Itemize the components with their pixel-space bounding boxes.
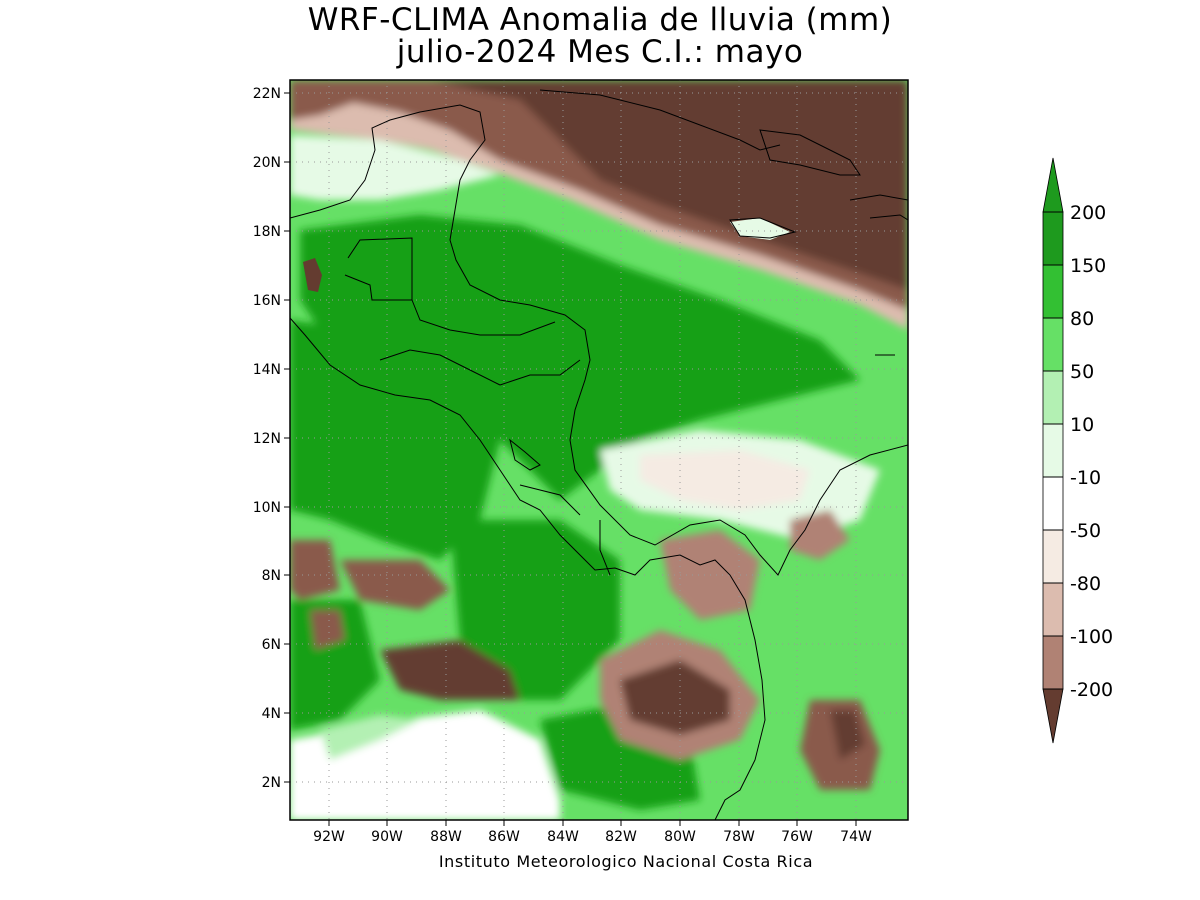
colorbar-label-150: 150: [1070, 255, 1106, 277]
colorbar-swatch-neg80-neg100: [1043, 636, 1063, 689]
lon-label-86w: 86W: [488, 829, 520, 845]
colorbar-bottom-arrow: [1042, 688, 1064, 744]
map-title-line-2: julio-2024 Mes C.I.: mayo: [396, 34, 804, 70]
lat-label-22n: 22N: [253, 86, 281, 102]
lat-label-14n: 14N: [253, 362, 281, 378]
lat-label-16n: 16N: [253, 293, 281, 309]
lat-label-8n: 8N: [262, 568, 281, 584]
lat-label-4n: 4N: [262, 706, 281, 722]
lon-label-82w: 82W: [605, 829, 637, 845]
colorbar-legend: 200 150 80 50 10 -10 -50 -80 -100 -200: [1042, 157, 1113, 744]
colorbar-swatch-neg50-neg80: [1043, 583, 1063, 636]
lon-label-74w: 74W: [840, 829, 872, 845]
axis-ticks: [284, 92, 857, 826]
colorbar-top-arrow: [1042, 157, 1064, 213]
colorbar-label-200: 200: [1070, 202, 1106, 224]
lon-label-84w: 84W: [547, 829, 579, 845]
lon-label-92w: 92W: [313, 829, 345, 845]
colorbar-label-neg200: -200: [1070, 679, 1113, 701]
lon-label-76w: 76W: [781, 829, 813, 845]
rainfall-anomaly-field: [290, 80, 908, 820]
lat-label-10n: 10N: [253, 500, 281, 516]
colorbar-label-50: 50: [1070, 361, 1094, 383]
colorbar-swatch-neutral: [1043, 477, 1063, 530]
colorbar-swatch-200-plus: [1043, 212, 1063, 265]
coastlines: [290, 89, 908, 820]
colorbar-swatch-150-200: [1043, 265, 1063, 318]
colorbar-label-80: 80: [1070, 308, 1094, 330]
lat-label-12n: 12N: [253, 431, 281, 447]
lon-label-80w: 80W: [664, 829, 696, 845]
plot-frame: [289, 79, 909, 821]
lat-label-6n: 6N: [262, 637, 281, 653]
colorbar-swatch-10-50: [1043, 424, 1063, 477]
lat-label-18n: 18N: [253, 224, 281, 240]
colorbar-label-neg10: -10: [1070, 467, 1101, 489]
lon-label-88w: 88W: [430, 829, 462, 845]
footer-credit: Instituto Meteorologico Nacional Costa R…: [438, 852, 814, 871]
colorbar-swatch-80-150: [1043, 318, 1063, 371]
lon-label-78w: 78W: [723, 829, 755, 845]
colorbar-swatch-neg10-neg50: [1043, 530, 1063, 583]
colorbar-label-neg50: -50: [1070, 520, 1101, 542]
lat-label-2n: 2N: [262, 775, 281, 791]
lon-label-90w: 90W: [371, 829, 403, 845]
colorbar-swatch-50-80: [1043, 371, 1063, 424]
colorbar-label-neg80: -80: [1070, 573, 1101, 595]
colorbar-label-neg100: -100: [1070, 626, 1113, 648]
colorbar-label-10: 10: [1070, 414, 1094, 436]
map-title-line-1: WRF-CLIMA Anomalia de lluvia (mm): [307, 2, 893, 38]
lat-label-20n: 20N: [253, 155, 281, 171]
